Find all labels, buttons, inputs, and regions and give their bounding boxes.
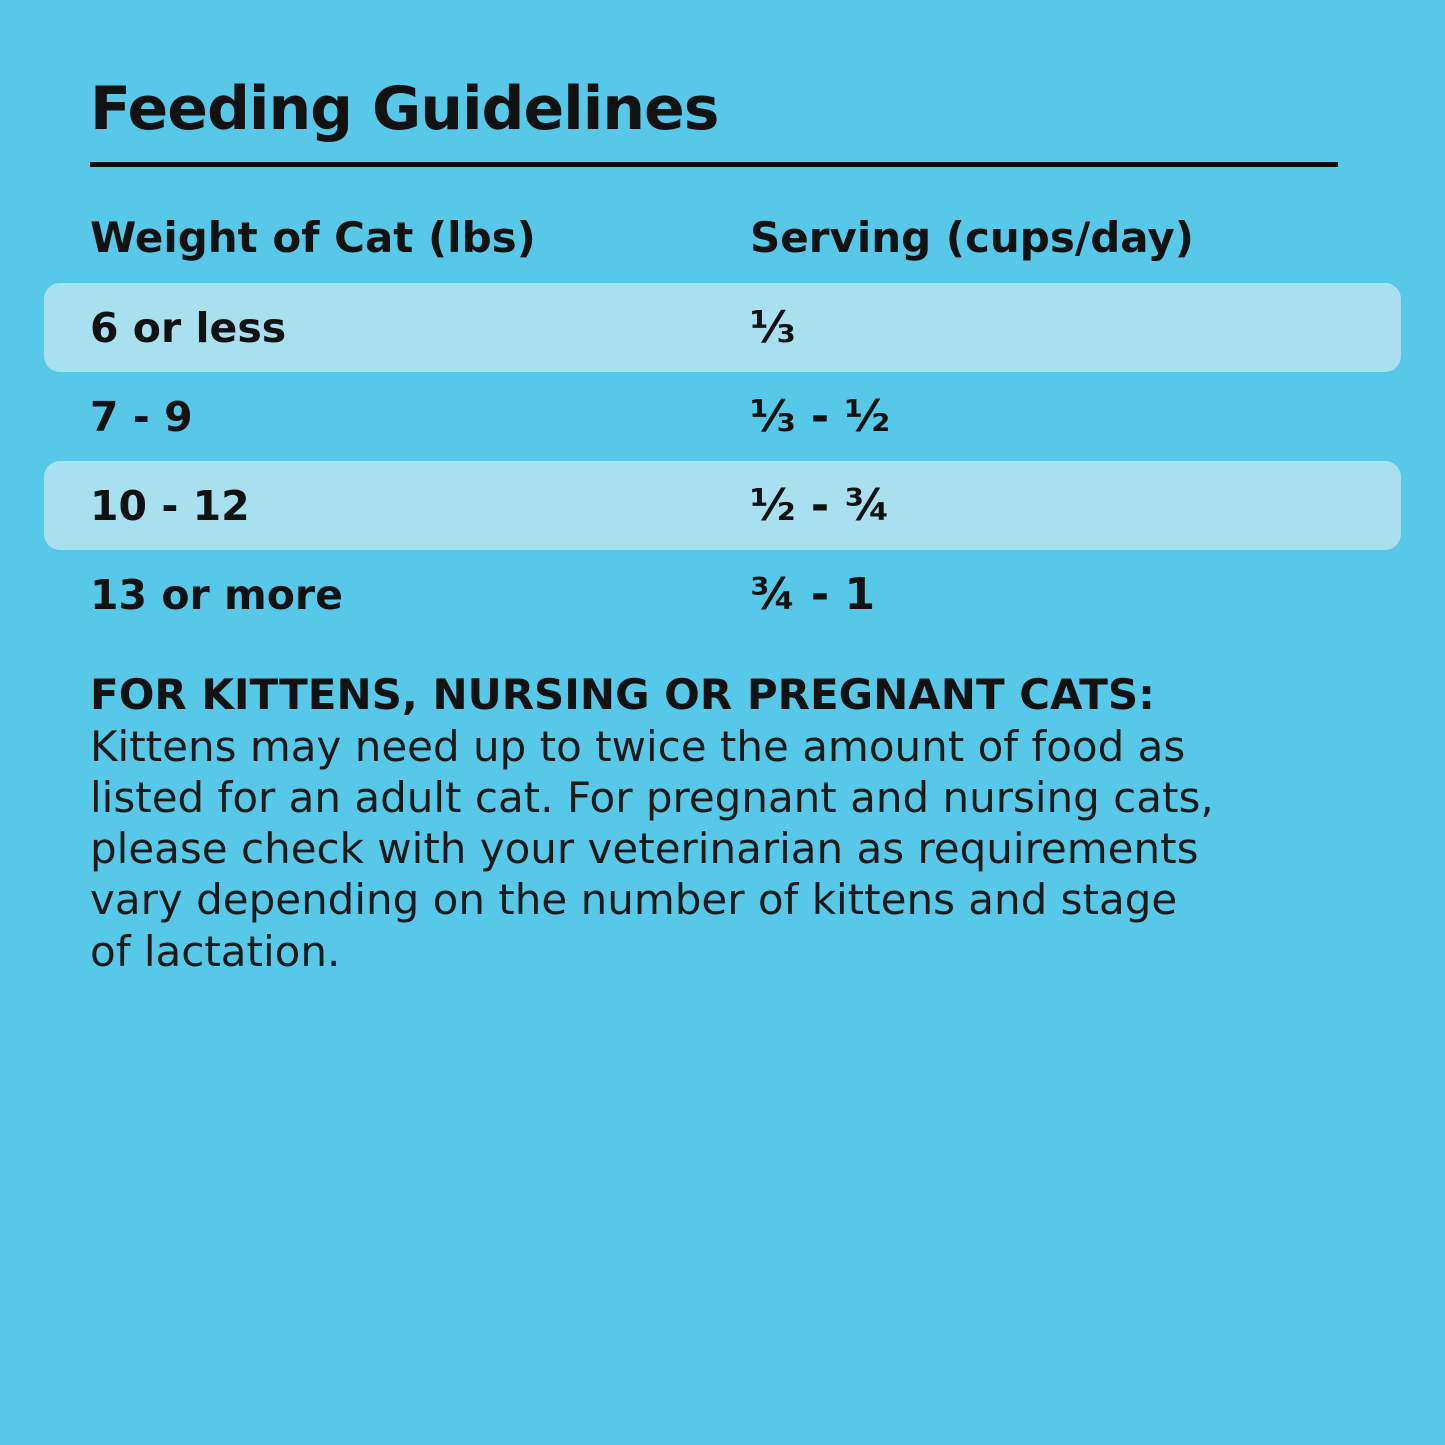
serving-cell: ⅓: [750, 302, 796, 354]
table-header-row: Weight of Cat (lbs) Serving (cups/day): [90, 213, 1355, 263]
note-line: Kittens may need up to twice the amount …: [90, 721, 1186, 771]
kittens-note: FOR KITTENS, NURSING OR PREGNANT CATS: K…: [90, 669, 1355, 976]
table-row: 13 or more ¾ - 1: [44, 550, 1401, 639]
serving-cell: ¾ - 1: [750, 569, 876, 621]
weight-cell: 7 - 9: [90, 392, 193, 441]
note-line: of lactation.: [90, 926, 341, 976]
serving-cell: ½ - ¾: [750, 480, 890, 532]
table-row: 10 - 12 ½ - ¾: [44, 461, 1401, 551]
table-row: 7 - 9 ⅓ - ½: [44, 372, 1401, 461]
weight-cell: 13 or more: [90, 570, 343, 619]
weight-cell: 6 or less: [90, 303, 287, 352]
serving-cell: ⅓ - ½: [750, 391, 890, 443]
note-line: vary depending on the number of kittens …: [90, 875, 1178, 925]
table-row: 6 or less ⅓: [44, 283, 1401, 373]
page-title: Feeding Guidelines: [90, 74, 719, 144]
note-line: listed for an adult cat. For pregnant an…: [90, 772, 1214, 822]
column-header-weight: Weight of Cat (lbs): [90, 213, 536, 262]
weight-cell: 10 - 12: [90, 481, 250, 530]
note-line: please check with your veterinarian as r…: [90, 824, 1199, 874]
note-heading: FOR KITTENS, NURSING OR PREGNANT CATS:: [90, 670, 1155, 720]
title-underline: [90, 162, 1338, 167]
column-header-serving: Serving (cups/day): [750, 213, 1194, 262]
feeding-guidelines-panel: Feeding Guidelines Weight of Cat (lbs) S…: [44, 74, 1401, 976]
